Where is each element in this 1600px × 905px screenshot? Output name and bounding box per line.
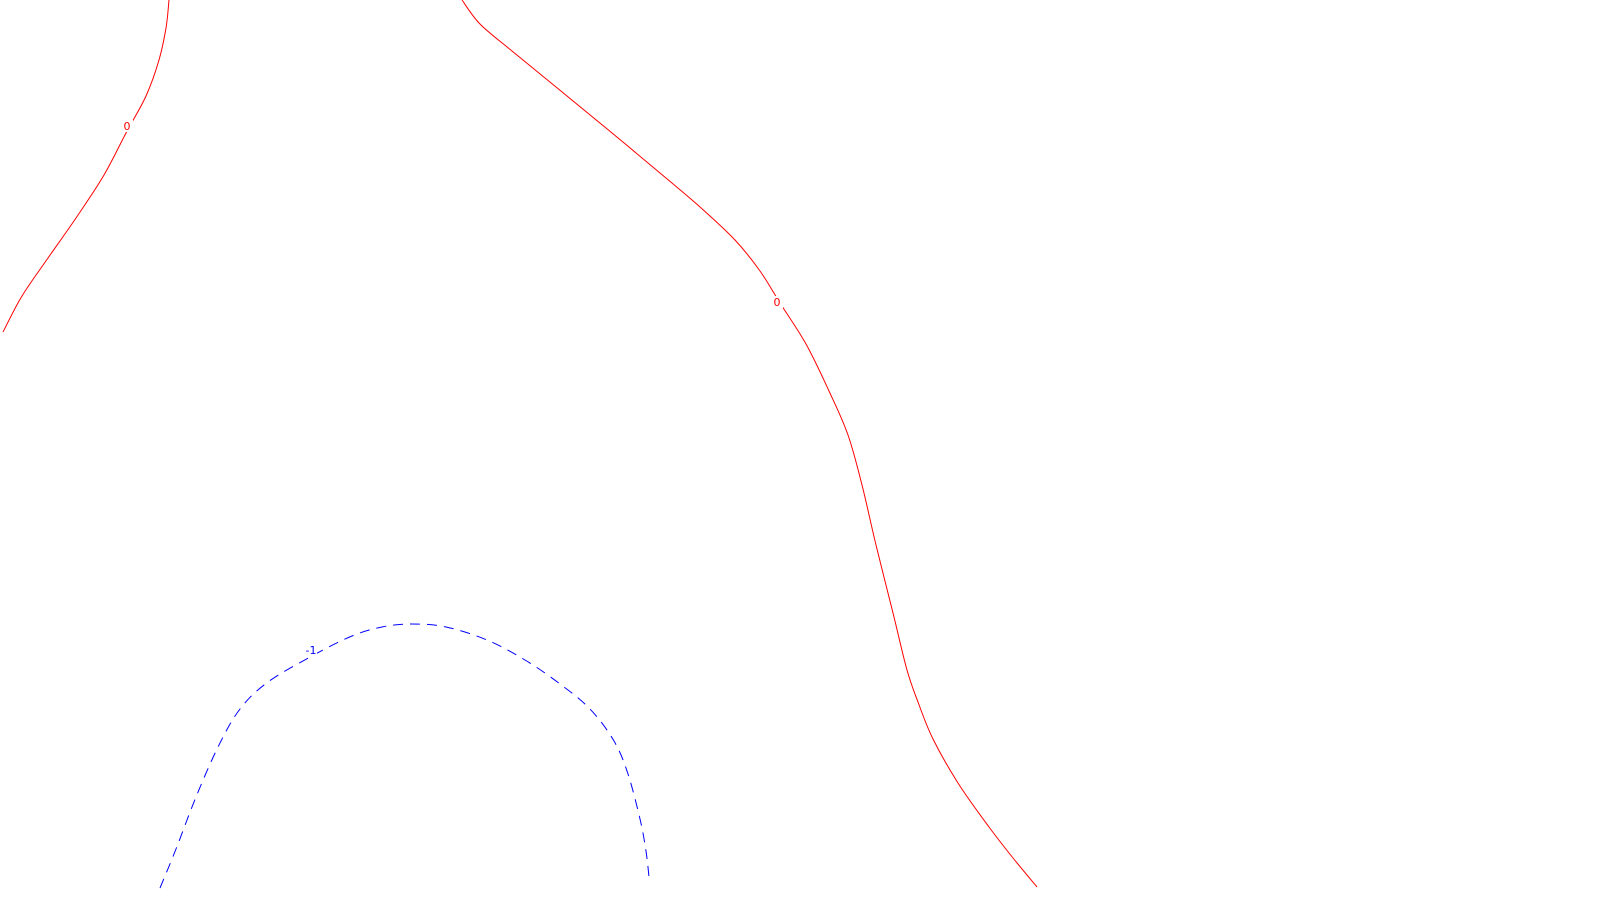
contour-line-level-neg1-0 [159, 623, 650, 889]
contour-label-background [771, 296, 783, 308]
contour-label-level-0: 0 [124, 120, 131, 133]
contour-labels-group: 0 0 -1 [121, 120, 783, 657]
contour-line-level-0-0 [2, 0, 170, 333]
contour-label-level-neg1: -1 [306, 644, 317, 657]
contour-label-level-0: 0 [774, 296, 781, 309]
contour-line-level-0-1 [461, 0, 1038, 888]
contour-label-background [121, 120, 133, 132]
contour-label-background [305, 644, 317, 656]
contour-lines-group [2, 0, 1038, 889]
